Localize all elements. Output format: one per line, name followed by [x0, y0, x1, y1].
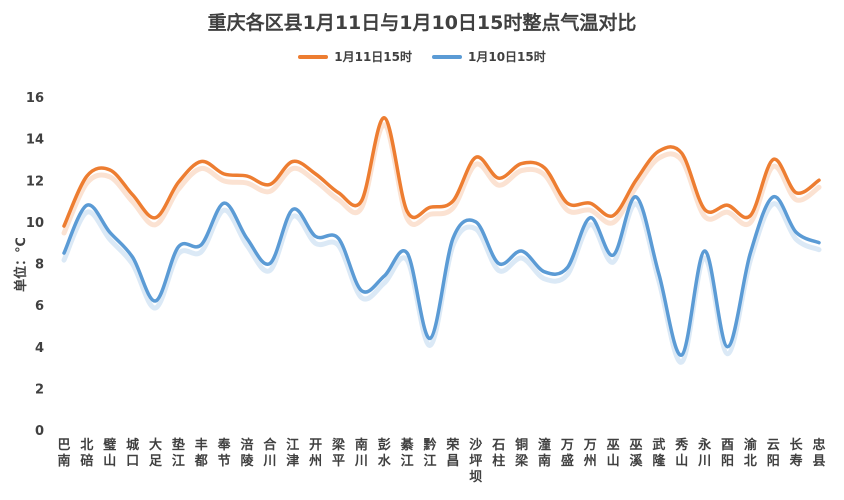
x-tick-label: 忠	[812, 437, 825, 453]
x-tick-label: 巫	[607, 438, 620, 453]
x-tick-label: 梁	[514, 453, 529, 469]
x-tick-label: 秀	[674, 437, 689, 453]
series-line-2	[62, 195, 821, 357]
x-tick-label: 川	[262, 454, 276, 469]
legend: 1月11日15时 1月10日15时	[0, 48, 844, 65]
x-tick-label: 城	[126, 437, 139, 453]
x-tick-label: 山	[607, 453, 620, 469]
x-tick-label: 长	[790, 437, 804, 453]
x-tick-label: 山	[675, 453, 688, 469]
x-tick-label: 江	[286, 437, 299, 453]
x-tick-label: 陵	[241, 453, 255, 469]
x-tick-label: 节	[218, 453, 231, 469]
x-tick-label: 寿	[790, 453, 803, 469]
legend-swatch-orange	[298, 54, 329, 59]
x-tick-label: 阳	[767, 454, 780, 469]
x-tick-label: 酉	[721, 438, 734, 453]
x-tick-label: 铜	[514, 437, 528, 453]
x-tick-label: 云	[767, 438, 780, 453]
x-tick-label: 万	[560, 438, 574, 453]
x-tick-label: 盛	[561, 453, 574, 469]
x-tick-label: 南	[57, 453, 70, 469]
x-tick-label: 武	[652, 437, 665, 453]
x-tick-label: 江	[424, 453, 437, 469]
x-tick-label: 碚	[80, 453, 93, 469]
y-tick-label: 4	[35, 341, 44, 356]
x-tick-label: 合	[263, 437, 277, 453]
x-tick-label: 川	[697, 454, 711, 469]
x-tick-label: 璧	[103, 437, 116, 453]
x-tick-label: 万	[583, 438, 597, 453]
legend-label: 1月11日15时	[334, 50, 412, 64]
y-tick-label: 2	[35, 382, 44, 397]
x-tick-label: 涪	[241, 437, 254, 453]
x-tick-label: 綦	[400, 437, 415, 453]
y-tick-label: 6	[35, 299, 44, 314]
x-tick-label: 巴	[57, 438, 70, 453]
x-tick-label: 南	[538, 453, 551, 469]
series-shadow-1	[61, 122, 822, 236]
x-tick-label: 潼	[538, 437, 551, 453]
x-tick-label: 巫	[629, 438, 642, 453]
y-tick-label: 10	[26, 216, 44, 231]
x-tick-label: 县	[812, 454, 825, 469]
x-tick-label: 坪	[469, 454, 482, 469]
y-tick-label: 8	[35, 258, 44, 273]
x-tick-label: 山	[103, 453, 116, 469]
legend-label: 1月10日15时	[468, 50, 546, 64]
legend-item-series-1: 1月11日15时	[298, 48, 412, 65]
x-tick-label: 黔	[424, 437, 437, 453]
series-line-1	[62, 116, 821, 228]
x-tick-label: 川	[354, 454, 368, 469]
x-tick-label: 渝	[744, 437, 758, 453]
x-tick-label: 大	[149, 437, 162, 453]
y-tick-label: 16	[26, 91, 44, 106]
x-tick-label: 隆	[652, 453, 666, 469]
x-tick-label: 昌	[446, 454, 459, 469]
x-tick-label: 南	[355, 437, 368, 453]
x-tick-label: 彭	[378, 437, 391, 453]
x-tick-label: 永	[697, 437, 712, 453]
x-tick-label: 口	[126, 454, 139, 469]
x-tick-label: 沙	[469, 438, 482, 453]
x-tick-label: 荣	[445, 437, 460, 453]
y-tick-label: 12	[26, 174, 44, 189]
chart-title: 重庆各区县1月11日与1月10日15时整点气温对比	[207, 12, 637, 34]
x-tick-label: 阳	[721, 454, 734, 469]
x-tick-label: 北	[80, 438, 93, 453]
x-tick-label: 梁	[331, 437, 346, 453]
x-tick-label: 津	[286, 453, 299, 469]
x-tick-label: 垫	[172, 437, 185, 453]
x-tick-label: 水	[378, 453, 392, 469]
x-tick-label: 州	[583, 454, 597, 469]
x-tick-label: 北	[744, 454, 757, 469]
series-shadow-2	[61, 201, 822, 365]
x-tick-label: 坝	[469, 470, 482, 485]
y-tick-label: 14	[26, 133, 44, 148]
x-tick-label: 溪	[629, 453, 643, 469]
x-tick-label: 足	[149, 454, 163, 469]
y-tick-label: 0	[35, 424, 44, 439]
x-tick-label: 都	[194, 453, 208, 469]
x-tick-label: 奉	[217, 437, 232, 453]
x-tick-label: 柱	[492, 453, 505, 469]
x-tick-label: 石	[491, 438, 505, 453]
legend-swatch-blue	[432, 54, 462, 59]
x-tick-label: 丰	[195, 437, 208, 453]
x-tick-label: 江	[401, 453, 414, 469]
x-tick-label: 平	[332, 454, 345, 469]
x-tick-label: 江	[172, 453, 185, 469]
x-tick-label: 开	[309, 438, 322, 453]
legend-item-series-2: 1月10日15时	[432, 48, 546, 65]
x-tick-label: 州	[308, 454, 322, 469]
